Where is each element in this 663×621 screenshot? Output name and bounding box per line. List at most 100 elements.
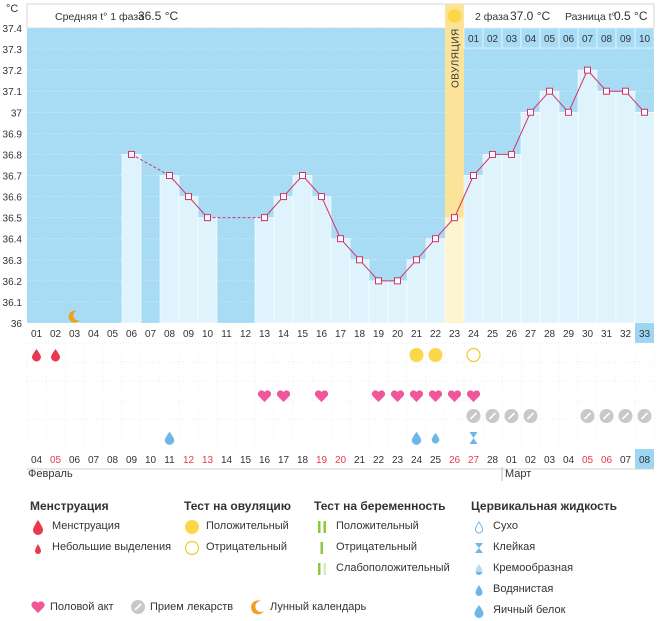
legend-pregnancy-test: Тест на беременность Положительный Отриц… xyxy=(314,496,450,579)
temperature-point xyxy=(470,172,477,179)
legend-ovulation-test-title: Тест на овуляцию xyxy=(184,499,291,513)
temperature-point xyxy=(546,87,553,95)
date-number: 11 xyxy=(164,455,175,466)
date-number: 07 xyxy=(88,455,100,466)
pill-icon-stroke xyxy=(602,412,611,420)
heart-icon xyxy=(371,390,386,402)
sun-outline-icon xyxy=(466,347,481,363)
y-tick-label: 37.4 xyxy=(3,24,23,35)
legend-label: Отрицательный xyxy=(336,541,417,553)
phase1-value: 36.5 °C xyxy=(138,9,178,23)
date-number: 05 xyxy=(50,455,62,466)
temperature-bar xyxy=(368,280,389,324)
cycle-day-number: 21 xyxy=(411,329,423,340)
legend-ovulation-test: Тест на овуляцию Положительный Отрицател… xyxy=(184,496,291,558)
cycle-day-number: 25 xyxy=(487,329,499,340)
legend-pregnancy-test-title: Тест на беременность xyxy=(314,499,446,513)
cycle-day-number: 16 xyxy=(316,329,328,340)
y-tick-label: 36.3 xyxy=(3,256,23,267)
blood-drop-icon xyxy=(51,349,60,362)
cycle-day-number: 32 xyxy=(620,329,632,340)
temperature-line xyxy=(549,90,569,113)
date-number: 08 xyxy=(107,455,119,466)
water-drop-icon xyxy=(431,432,440,444)
cycle-day-number: 27 xyxy=(525,329,537,340)
temperature-line xyxy=(321,196,341,239)
egg-white-drop-icon xyxy=(411,431,422,445)
date-number: 07 xyxy=(620,455,632,466)
sun-filled-icon xyxy=(428,348,443,362)
cycle-day-number: 33 xyxy=(639,329,651,340)
cycle-day-number: 12 xyxy=(240,329,252,340)
heart-icon xyxy=(466,390,481,402)
temperature-point xyxy=(128,150,135,158)
temperature-bar xyxy=(577,69,598,324)
temperature-point xyxy=(356,256,363,264)
phase2-day-number: 01 xyxy=(468,34,480,45)
temperature-bar xyxy=(634,111,655,324)
temperature-bar xyxy=(292,175,313,324)
pill-icon-stroke xyxy=(526,412,535,420)
temperature-bar xyxy=(349,259,370,324)
temperature-line xyxy=(397,259,417,282)
cycle-day-number: 06 xyxy=(126,329,138,340)
temperature-line xyxy=(473,154,493,176)
cycle-day-number: 22 xyxy=(430,329,442,340)
cycle-day-number: 01 xyxy=(31,329,43,340)
legend-menstruation: Менструация Менструация Небольшие выделе… xyxy=(30,496,171,558)
temperature-bar xyxy=(558,111,579,324)
temperature-point xyxy=(299,172,306,179)
egg-white-drop-icon xyxy=(474,605,484,618)
legend-item-pregnancy-weak: Слабоположительный xyxy=(314,558,450,579)
date-number: 27 xyxy=(468,455,480,466)
phase2-day-number: 03 xyxy=(506,34,518,45)
temperature-line xyxy=(283,175,303,197)
cycle-day-number: 13 xyxy=(259,329,271,340)
cycle-day-number: 20 xyxy=(392,329,404,340)
temperature-point xyxy=(261,214,268,222)
empty-drop-icon xyxy=(474,521,484,534)
phase2-day-number: 06 xyxy=(563,34,575,45)
cycle-day-number: 02 xyxy=(50,329,62,340)
temperature-bar xyxy=(501,154,522,324)
temperature-point xyxy=(565,108,572,116)
sun-filled-icon xyxy=(185,520,199,534)
temperature-point xyxy=(185,193,192,201)
date-number: 03 xyxy=(544,455,556,466)
legend-item-creamy: Кремообразная xyxy=(471,558,617,579)
sun-outline-icon xyxy=(184,540,200,556)
date-row xyxy=(27,449,654,469)
moon-icon xyxy=(68,310,80,323)
blood-drop-icon xyxy=(33,520,43,535)
date-number: 02 xyxy=(525,455,537,466)
temperature-line xyxy=(302,175,322,197)
heart-icon xyxy=(390,390,405,402)
temperature-bar xyxy=(425,238,446,324)
temperature-point xyxy=(641,108,648,116)
temperature-line xyxy=(435,217,455,240)
temperature-bar xyxy=(463,175,484,324)
legend-item-intercourse: Половой акт xyxy=(30,599,114,615)
temperature-point xyxy=(280,193,287,201)
small-blood-drop-icon xyxy=(35,544,41,554)
cycle-day-number: 19 xyxy=(373,329,385,340)
current-day-cell xyxy=(635,323,654,343)
date-number: 20 xyxy=(335,455,347,466)
cycle-day-row xyxy=(27,323,654,343)
temperature-line xyxy=(587,69,607,92)
date-number: 15 xyxy=(240,455,252,466)
legend-label: Половой акт xyxy=(50,601,114,613)
phase2-day-number: 08 xyxy=(601,34,613,45)
y-tick-label: 36.7 xyxy=(3,172,23,183)
legend-item-moon: Лунный календарь xyxy=(250,599,366,615)
legend-label: Слабоположительный xyxy=(336,562,450,574)
temperature-chart: 01 02 03 04 05 06 07 08 09 10 °C 37.4 37.3 37.2 37.1 37… xyxy=(3,3,655,481)
temperature-bar xyxy=(539,90,560,324)
temperature-bar xyxy=(520,111,541,324)
phase2-value: 37.0 °C xyxy=(510,9,550,23)
legend-label: Клейкая xyxy=(493,541,536,553)
legend-item-sticky: Клейкая xyxy=(471,537,617,558)
cycle-day-number: 04 xyxy=(88,329,100,340)
pill-icon xyxy=(131,600,145,614)
temperature-point xyxy=(166,172,173,179)
